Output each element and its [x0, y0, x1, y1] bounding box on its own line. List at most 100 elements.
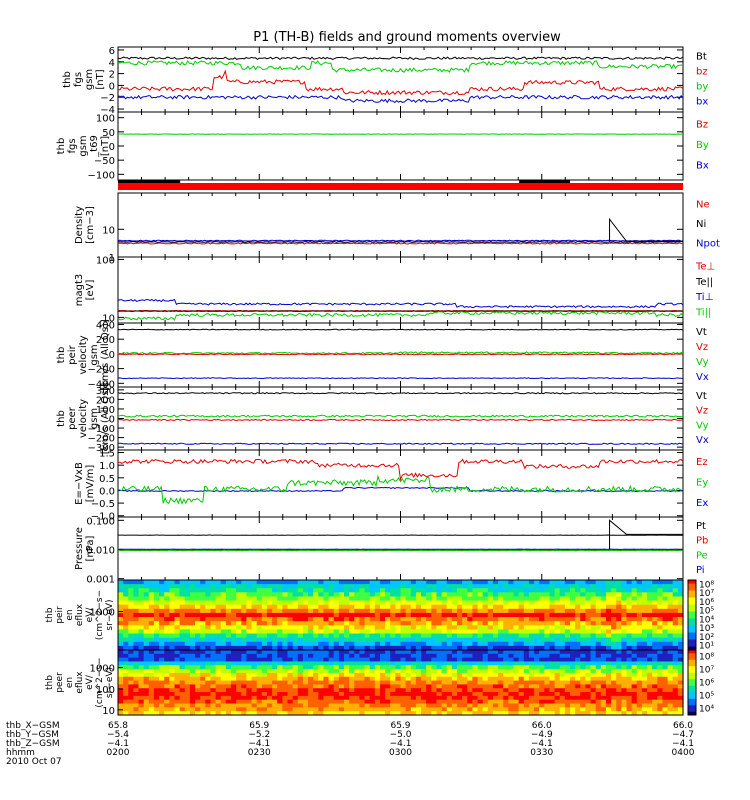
spec-cell	[272, 625, 278, 631]
spec-cell	[421, 665, 427, 670]
spec-cell	[400, 637, 407, 643]
colorbar-tick-label: 10⁵	[699, 692, 714, 702]
spec-cell	[277, 680, 283, 686]
spec-cell	[641, 695, 648, 701]
spec-cell	[379, 653, 386, 659]
spec-cell	[544, 580, 551, 585]
series-line	[117, 328, 684, 331]
spec-cell	[585, 680, 592, 686]
spec-cell	[282, 625, 289, 631]
spec-cell	[318, 629, 325, 635]
spec-cell	[595, 699, 602, 705]
spec-cell	[220, 604, 227, 610]
spec-cell	[354, 612, 361, 618]
spec-cell	[652, 621, 658, 626]
spec-cell	[554, 669, 561, 674]
spec-cell	[400, 711, 407, 716]
spec-cell	[287, 621, 294, 626]
spec-cell	[431, 641, 438, 647]
spec-cell	[426, 600, 432, 606]
spec-cell	[379, 600, 386, 606]
spec-cell	[482, 637, 489, 643]
spec-cell	[390, 676, 396, 682]
spec-cell	[580, 617, 587, 622]
spec-cell	[585, 608, 592, 614]
spec-cell	[215, 665, 222, 670]
spec-cell	[313, 633, 319, 639]
spec-cell	[195, 699, 201, 705]
series-line	[117, 392, 684, 395]
spec-cell	[261, 600, 268, 606]
spec-cell	[338, 600, 345, 606]
spec-cell	[559, 596, 566, 602]
spec-cell	[169, 672, 176, 678]
spec-cell	[205, 588, 212, 593]
spec-cell	[554, 680, 561, 686]
spec-cell	[652, 596, 658, 602]
spec-cell	[344, 645, 350, 651]
spec-cell	[549, 707, 556, 712]
spec-cell	[518, 580, 525, 585]
spec-cell	[246, 703, 253, 708]
spec-cell	[225, 621, 232, 626]
spec-cell	[667, 604, 674, 610]
spec-cell	[374, 588, 381, 593]
spec-cell	[616, 592, 622, 598]
spec-cell	[528, 592, 535, 598]
spec-cell	[436, 584, 443, 589]
spec-cell	[518, 645, 525, 651]
spec-cell	[359, 653, 366, 659]
spec-cell	[297, 653, 304, 659]
spec-cell	[580, 645, 587, 651]
spec-cell	[518, 584, 525, 589]
spec-cell	[549, 592, 556, 598]
spec-cell	[513, 711, 520, 716]
spec-cell	[441, 672, 448, 678]
spec-cell	[415, 707, 422, 712]
spec-cell	[133, 676, 140, 682]
spec-cell	[297, 645, 304, 651]
spec-cell	[528, 680, 535, 686]
spec-cell	[421, 608, 427, 614]
spec-cell	[467, 672, 474, 678]
spec-cell	[410, 604, 417, 610]
spec-cell	[210, 650, 217, 655]
spec-cell	[369, 703, 376, 708]
spec-cell	[441, 707, 448, 712]
spec-cell	[467, 621, 474, 626]
spec-cell	[595, 621, 602, 626]
spec-cell	[210, 621, 217, 626]
spec-cell	[482, 688, 489, 693]
spec-cell	[570, 588, 576, 593]
spec-cell	[528, 584, 535, 589]
spec-cell	[457, 703, 463, 708]
spec-cell	[256, 608, 263, 614]
spec-cell	[559, 617, 566, 622]
spec-cell	[549, 657, 556, 663]
spec-cell	[590, 692, 597, 697]
spec-cell	[123, 711, 129, 716]
spec-cell	[225, 692, 232, 697]
spec-cell	[436, 692, 443, 697]
spec-cell	[379, 692, 386, 697]
spec-cell	[344, 617, 350, 622]
spec-cell	[595, 695, 602, 701]
spec-cell	[431, 592, 438, 598]
spec-cell	[487, 650, 494, 655]
spec-cell	[200, 596, 206, 602]
spec-cell	[148, 596, 155, 602]
spec-cell	[128, 617, 135, 622]
spec-cell	[266, 641, 273, 647]
spec-cell	[302, 692, 309, 697]
spec-cell	[657, 665, 664, 670]
spec-cell	[349, 621, 355, 626]
spec-cell	[508, 633, 515, 639]
spec-cell	[246, 629, 253, 635]
spec-cell	[600, 580, 607, 585]
spec-cell	[277, 657, 283, 663]
spec-cell	[169, 692, 176, 697]
spec-cell	[272, 684, 278, 689]
spec-cell	[503, 629, 509, 635]
spec-cell	[138, 600, 145, 606]
spec-cell	[508, 584, 515, 589]
